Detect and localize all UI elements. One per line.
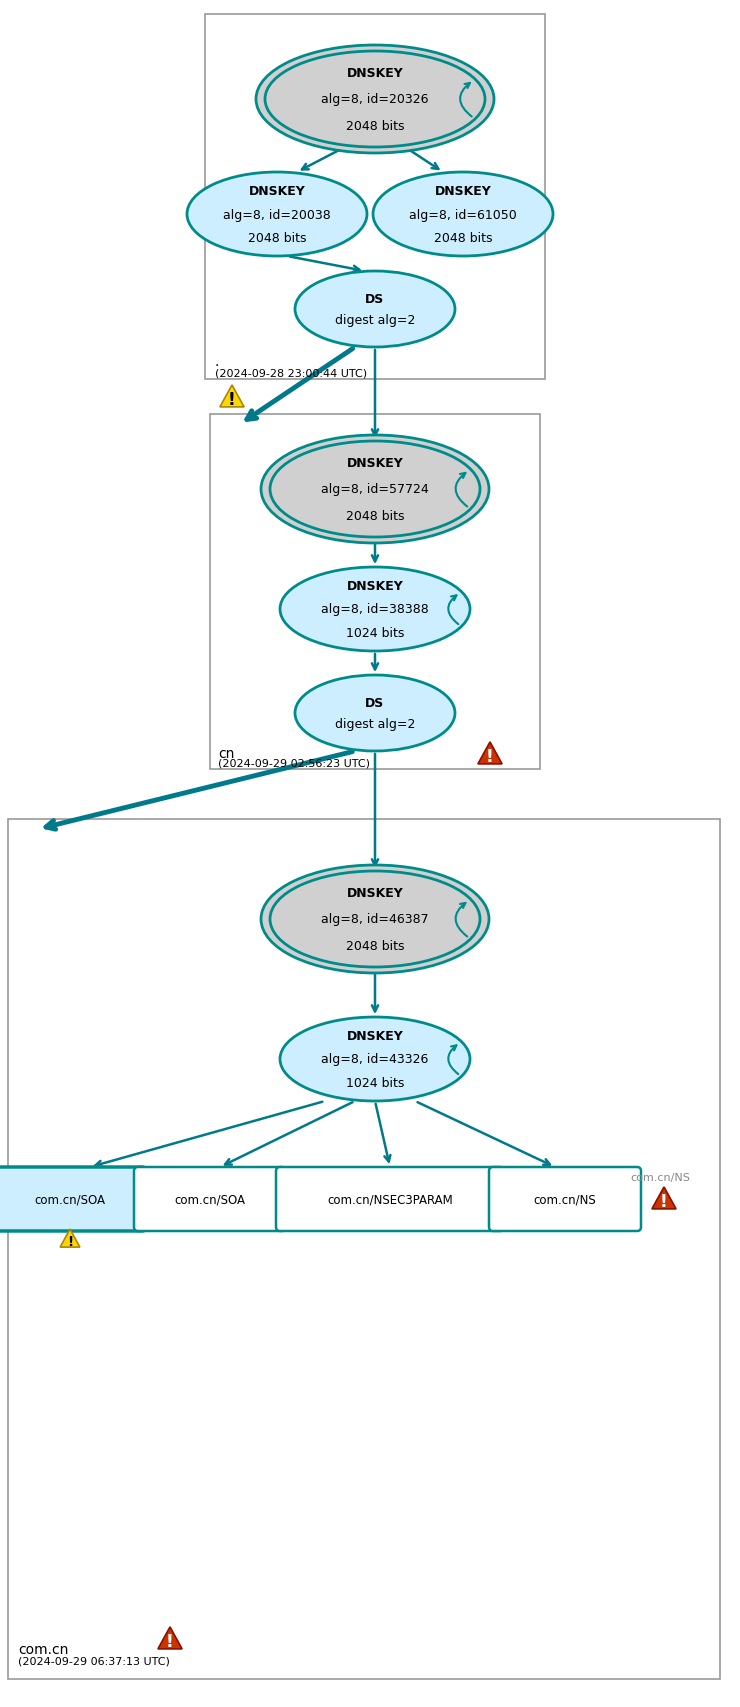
Ellipse shape — [261, 435, 489, 545]
Text: (2024-09-28 23:00:44 UTC): (2024-09-28 23:00:44 UTC) — [215, 367, 367, 377]
FancyBboxPatch shape — [134, 1168, 286, 1231]
Text: DNSKEY: DNSKEY — [346, 886, 403, 900]
Text: 2048 bits: 2048 bits — [346, 119, 404, 133]
Polygon shape — [220, 386, 244, 408]
Ellipse shape — [270, 442, 480, 538]
Text: cn: cn — [218, 746, 235, 761]
Text: 1024 bits: 1024 bits — [346, 626, 404, 638]
Text: (2024-09-29 02:56:23 UTC): (2024-09-29 02:56:23 UTC) — [218, 758, 370, 768]
Text: 2048 bits: 2048 bits — [248, 232, 306, 244]
Text: alg=8, id=38388: alg=8, id=38388 — [321, 603, 429, 616]
Text: alg=8, id=43326: alg=8, id=43326 — [321, 1053, 428, 1065]
Text: 1024 bits: 1024 bits — [346, 1075, 404, 1089]
Text: alg=8, id=46387: alg=8, id=46387 — [321, 913, 428, 925]
Text: !: ! — [67, 1234, 73, 1248]
Polygon shape — [158, 1627, 182, 1649]
Text: 2048 bits: 2048 bits — [434, 232, 492, 244]
Text: digest alg=2: digest alg=2 — [334, 717, 415, 731]
Ellipse shape — [295, 271, 455, 348]
Ellipse shape — [280, 1017, 470, 1101]
FancyBboxPatch shape — [489, 1168, 641, 1231]
Ellipse shape — [280, 568, 470, 652]
Text: !: ! — [660, 1193, 668, 1210]
Ellipse shape — [270, 872, 480, 968]
Text: com.cn/SOA: com.cn/SOA — [175, 1193, 246, 1205]
FancyBboxPatch shape — [0, 1168, 146, 1231]
Ellipse shape — [295, 676, 455, 751]
Text: !: ! — [486, 748, 494, 766]
Text: 2048 bits: 2048 bits — [346, 939, 404, 953]
Text: com.cn/SOA: com.cn/SOA — [35, 1193, 106, 1205]
Text: DNSKEY: DNSKEY — [346, 457, 403, 469]
Text: !: ! — [228, 391, 236, 410]
Text: alg=8, id=20038: alg=8, id=20038 — [223, 208, 331, 222]
Text: .: . — [215, 355, 219, 369]
Text: alg=8, id=20326: alg=8, id=20326 — [321, 94, 428, 106]
Text: DNSKEY: DNSKEY — [346, 580, 403, 592]
Text: alg=8, id=57724: alg=8, id=57724 — [321, 483, 429, 497]
Text: com.cn/NSEC3PARAM: com.cn/NSEC3PARAM — [327, 1193, 453, 1205]
Text: alg=8, id=61050: alg=8, id=61050 — [409, 208, 517, 222]
FancyBboxPatch shape — [276, 1168, 504, 1231]
Text: com.cn/NS: com.cn/NS — [630, 1173, 690, 1183]
Ellipse shape — [187, 172, 367, 256]
Ellipse shape — [261, 865, 489, 973]
Text: DNSKEY: DNSKEY — [346, 67, 403, 80]
Polygon shape — [652, 1186, 676, 1209]
Polygon shape — [60, 1229, 80, 1248]
Text: !: ! — [166, 1632, 174, 1651]
Bar — [205, 15, 545, 379]
Ellipse shape — [265, 51, 485, 149]
Text: DS: DS — [366, 294, 385, 306]
Text: com.cn/NS: com.cn/NS — [534, 1193, 596, 1205]
Text: DS: DS — [366, 696, 385, 710]
Ellipse shape — [256, 46, 494, 154]
Ellipse shape — [373, 172, 553, 256]
Text: DNSKEY: DNSKEY — [249, 186, 306, 198]
Bar — [210, 415, 540, 770]
Bar — [8, 819, 720, 1680]
Text: DNSKEY: DNSKEY — [434, 186, 491, 198]
Text: digest alg=2: digest alg=2 — [334, 314, 415, 326]
Text: DNSKEY: DNSKEY — [346, 1029, 403, 1043]
Polygon shape — [478, 743, 502, 765]
Text: 2048 bits: 2048 bits — [346, 510, 404, 522]
Text: (2024-09-29 06:37:13 UTC): (2024-09-29 06:37:13 UTC) — [18, 1656, 170, 1664]
Text: com.cn: com.cn — [18, 1642, 68, 1656]
